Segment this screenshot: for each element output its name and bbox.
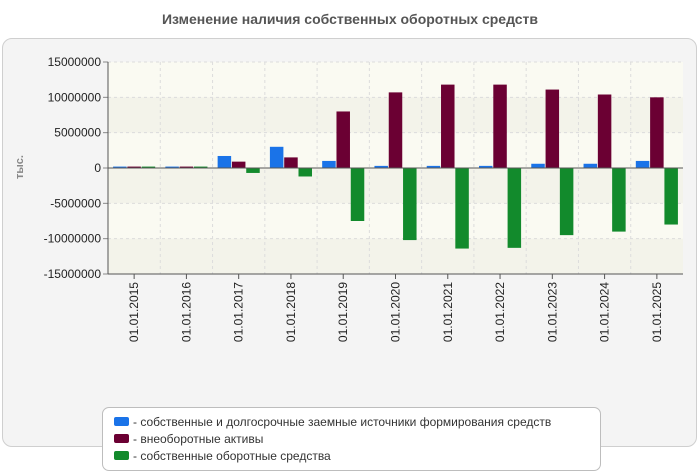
legend: - собственные и долгосрочные заемные ист… (102, 407, 601, 471)
bar-3-01.01.2019 (350, 168, 365, 221)
bar-1-01.01.2019 (322, 160, 336, 168)
bar-1-01.01.2018 (269, 146, 284, 168)
legend-label: - собственные оборотные средства (133, 448, 331, 463)
y-tick-label: -15000000 (44, 267, 102, 281)
y-tick-label: -10000000 (44, 232, 102, 246)
bar-3-01.01.2020 (403, 168, 417, 241)
plot-band (108, 238, 683, 274)
bar-2-01.01.2020 (388, 92, 403, 168)
x-tick-label: 01.01.2021 (441, 282, 455, 342)
x-tick-label: 01.01.2015 (127, 282, 141, 342)
bar-1-01.01.2021 (426, 165, 441, 168)
bar-3-01.01.2017 (246, 168, 260, 173)
bar-2-01.01.2015 (127, 166, 141, 168)
plot-band (108, 168, 683, 204)
bar-1-01.01.2022 (478, 165, 493, 168)
bar-3-01.01.2016 (193, 166, 208, 168)
bar-3-01.01.2022 (507, 168, 522, 248)
chart-panel: 15000000 10000000 5000000 0 -5000000 -1000000… (2, 38, 697, 471)
bar-3-01.01.2021 (455, 168, 469, 249)
bar-chart: 15000000 10000000 5000000 0 -5000000 -1000000… (14, 55, 683, 342)
chart-title: Изменение наличия собственных оборотных … (161, 11, 539, 27)
x-tick-label: 01.01.2016 (179, 282, 193, 342)
legend-swatch (114, 434, 129, 443)
x-tick-label: 01.01.2025 (650, 282, 664, 342)
bar-2-01.01.2018 (284, 157, 298, 168)
bar-2-01.01.2019 (336, 111, 350, 168)
y-tick-label: 15000000 (48, 55, 102, 69)
x-tick-label: 01.01.2024 (598, 282, 612, 342)
bar-1-01.01.2025 (635, 160, 650, 168)
bar-3-01.01.2025 (664, 168, 678, 225)
x-tick-label: 01.01.2022 (493, 282, 507, 342)
bar-2-01.01.2023 (545, 89, 560, 168)
y-tick-label: 10000000 (48, 90, 102, 104)
legend-label: - собственные и долгосрочные заемные ист… (133, 414, 552, 429)
bar-2-01.01.2017 (231, 161, 246, 168)
legend-item-1: - собственные и долгосрочные заемные ист… (114, 413, 600, 430)
bar-2-01.01.2025 (650, 97, 664, 168)
bar-2-01.01.2022 (493, 84, 507, 168)
legend-swatch (114, 451, 129, 460)
legend-label: - внеоборотные активы (133, 431, 264, 446)
bar-3-01.01.2015 (141, 166, 156, 168)
bar-3-01.01.2023 (559, 168, 574, 236)
y-axis-label: тыс. (14, 155, 26, 179)
bar-1-01.01.2017 (217, 155, 232, 168)
y-tick-label: -5000000 (50, 196, 101, 210)
bar-1-01.01.2016 (165, 166, 179, 168)
bar-1-01.01.2015 (113, 166, 127, 168)
x-tick-label: 01.01.2020 (389, 282, 403, 342)
bar-1-01.01.2020 (374, 165, 388, 168)
bar-2-01.01.2024 (597, 94, 612, 168)
bar-2-01.01.2016 (179, 166, 194, 168)
bar-2-01.01.2021 (441, 84, 455, 168)
bar-3-01.01.2024 (612, 168, 626, 232)
y-tick-label: 0 (94, 161, 101, 175)
y-tick-label: 5000000 (54, 126, 101, 140)
legend-item-2: - внеоборотные активы (114, 430, 600, 447)
x-tick-label: 01.01.2019 (336, 282, 350, 342)
bar-3-01.01.2018 (298, 168, 313, 177)
bar-1-01.01.2024 (583, 163, 598, 168)
bar-1-01.01.2023 (531, 163, 545, 168)
x-tick-label: 01.01.2017 (232, 282, 246, 342)
x-tick-label: 01.01.2023 (545, 282, 559, 342)
legend-swatch (114, 417, 129, 426)
x-tick-label: 01.01.2018 (284, 282, 298, 342)
